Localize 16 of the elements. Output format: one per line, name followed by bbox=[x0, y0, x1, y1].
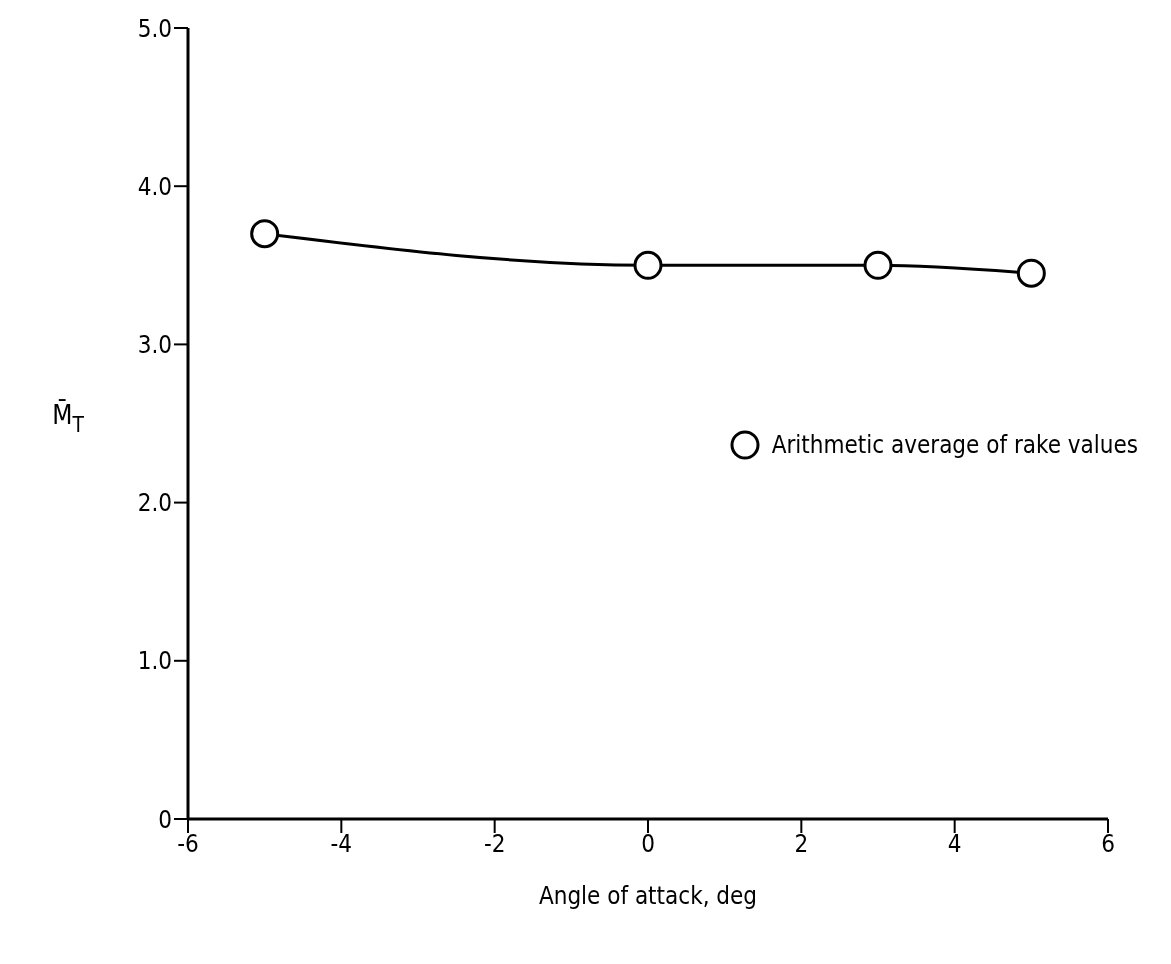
x-tick-label: 0 bbox=[641, 830, 655, 859]
y-tick-label: 1.0 bbox=[137, 647, 172, 676]
x-tick-label: 6 bbox=[1101, 830, 1115, 859]
legend-label: Arithmetic average of rake values bbox=[771, 431, 1138, 459]
y-tick-label: 0 bbox=[158, 805, 172, 834]
y-tick-label: 5.0 bbox=[137, 14, 172, 43]
y-axis-title: M̄$_{T}$ bbox=[52, 398, 85, 437]
y-tick-label: 3.0 bbox=[137, 330, 172, 359]
x-tick-label: -4 bbox=[330, 830, 353, 859]
x-tick-label: 4 bbox=[947, 830, 962, 859]
x-axis-title: Angle of attack, deg bbox=[538, 882, 758, 910]
x-tick-label: -6 bbox=[177, 830, 199, 859]
y-tick-label: 2.0 bbox=[137, 489, 172, 518]
x-tick-label: 2 bbox=[794, 830, 809, 859]
y-tick-label: 4.0 bbox=[137, 172, 172, 201]
x-tick-label: -2 bbox=[483, 830, 506, 859]
